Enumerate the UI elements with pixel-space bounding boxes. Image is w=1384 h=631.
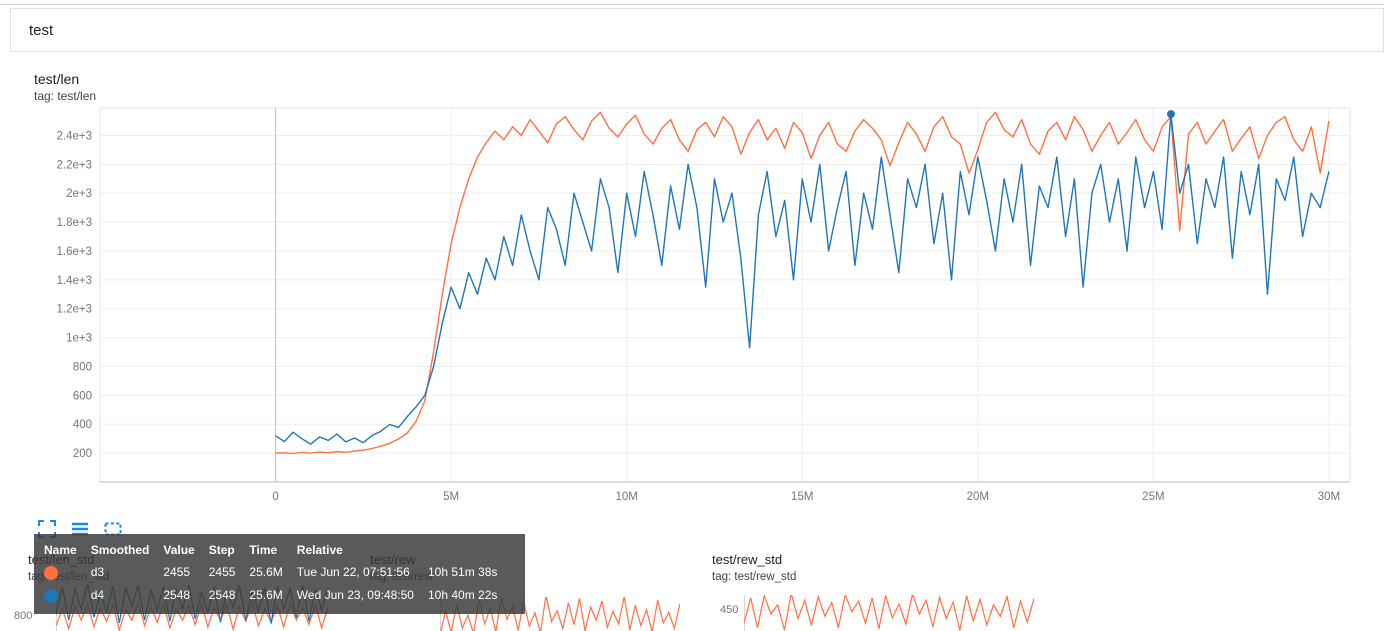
y-axis-label: 800 [14,610,33,622]
len-chart-canvas[interactable]: 200 400 600 800 1e+3 1.2e+3 1.4e+3 1.6e+3 1.8e+3… [32,100,1372,512]
previous-section-divider [0,4,1384,5]
tooltip-cell: 25.6M [249,588,283,603]
tooltip-cell: 2455 [208,565,236,580]
tooltip-cell: 2548 [163,588,191,603]
chart-title-len: test/len [34,71,80,87]
svg-text:200: 200 [73,448,92,460]
tooltip-header-cell: Step [208,543,235,557]
tooltip-cell: Wed Jun 23, 09:48:50 [296,588,414,603]
tooltip-cell: 10h 40m 22s [427,588,498,603]
svg-text:10M: 10M [615,491,637,503]
chart-tag-rew-std: tag: test/rew_std [712,571,797,583]
svg-text:2.4e+3: 2.4e+3 [57,130,93,142]
tooltip-cell: Tue Jun 22, 07:51:56 [296,565,410,580]
chart-title-rew-std: test/rew_std [712,552,783,567]
svg-text:2e+3: 2e+3 [66,188,92,200]
svg-text:1.4e+3: 1.4e+3 [57,275,93,287]
svg-text:30M: 30M [1318,491,1340,503]
svg-text:5M: 5M [443,491,459,503]
run-color-swatch [44,565,58,580]
tooltip-row: d3 2455 2455 25.6M Tue Jun 22, 07:51:56 10h 5… [44,561,511,584]
tooltip-cell: 2455 [163,565,191,580]
tooltip-row: d4 2548 2548 25.6M Wed Jun 23, 09:48:50 10h 4… [44,584,511,607]
tooltip-table: Name Smoothed Value Step Time Relative d3 2455… [44,539,511,607]
svg-text:400: 400 [73,419,92,431]
section-title: test [29,21,54,39]
svg-text:800: 800 [73,361,92,373]
svg-text:15M: 15M [791,491,813,503]
tooltip-cell: 10h 51m 38s [427,565,498,580]
tooltip-cell: 2548 [208,588,236,603]
svg-text:0: 0 [272,491,278,503]
chart-tag-len: tag: test/len [34,89,97,103]
svg-text:600: 600 [73,390,92,402]
svg-text:1e+3: 1e+3 [66,333,92,345]
svg-text:1.8e+3: 1.8e+3 [57,217,93,229]
tooltip-header-row: Name Smoothed Value Step Time Relative [44,539,511,561]
svg-text:1.6e+3: 1.6e+3 [57,246,93,258]
svg-text:2.2e+3: 2.2e+3 [57,159,93,171]
section-header-test[interactable]: test [10,8,1384,52]
svg-text:1.2e+3: 1.2e+3 [57,304,93,316]
tooltip-header-cell: Time [249,543,278,557]
tooltip-header-cell: Relative [296,543,343,557]
rew-std-chart-canvas[interactable] [744,595,1034,631]
tooltip-cell: 25.6M [249,565,283,580]
expand-icon[interactable] [36,518,58,540]
tooltip-header-cell: Name [44,543,77,557]
y-axis-label: 450 [720,604,739,616]
svg-text:20M: 20M [967,491,989,503]
run-color-swatch [44,588,58,603]
svg-text:25M: 25M [1142,491,1164,503]
tooltip-header-cell: Smoothed [90,543,150,557]
hover-tooltip: Name Smoothed Value Step Time Relative d3 2455… [34,534,526,614]
chart-card-rew-std: test/rew_std tag: test/rew_std 450 [712,552,1042,631]
tooltip-header-cell: Value [163,543,195,557]
